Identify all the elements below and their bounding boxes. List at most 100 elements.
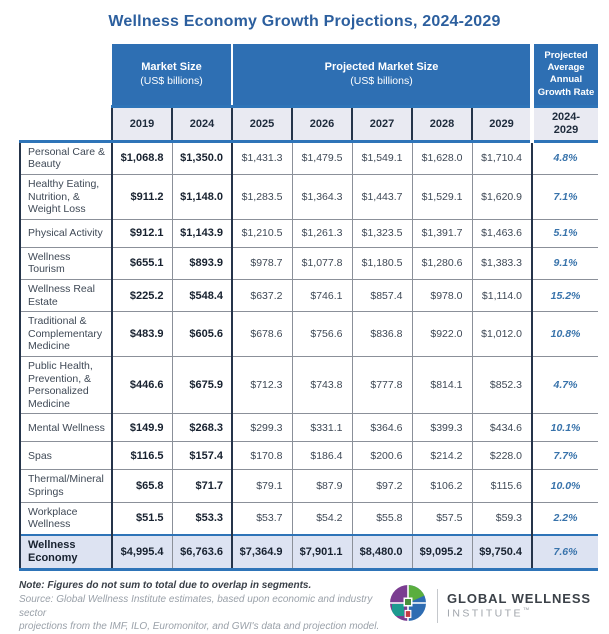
value-cell: $777.8 [352,356,413,415]
value-cell: $548.4 [172,279,233,313]
table-row: Healthy Eating, Nutrition, & Weight Loss… [19,174,599,220]
value-cell: $79.1 [232,469,293,503]
value-cell: $434.6 [472,413,533,443]
value-cell: $1,148.0 [172,174,233,220]
value-cell: $675.9 [172,356,233,415]
market-size-header: Market Size (US$ billions) [112,44,232,108]
value-cell: $364.6 [352,413,413,443]
value-cell: $483.9 [112,311,173,357]
value-cell: $116.5 [112,441,173,471]
logo-divider [437,588,439,623]
projected-market-size-title: Projected Market Size [324,61,439,74]
header-corner-cell [20,44,112,106]
value-cell: $57.5 [412,502,473,536]
value-cell: $87.9 [292,469,353,503]
value-cell: $743.8 [292,356,353,415]
value-cell: $299.3 [232,413,293,443]
value-cell: $8,480.0 [352,533,413,572]
growth-rate-cell: 9.1% [531,247,599,281]
sector-label: Wellness Tourism [19,247,113,281]
table-row: Spas $116.5 $157.4 $170.8 $186.4 $200.6 $214.2… [19,441,599,471]
value-cell: $170.8 [232,441,293,471]
value-cell: $1,529.1 [412,174,473,220]
value-cell: $97.2 [352,469,413,503]
value-cell: $149.9 [112,413,173,443]
value-cell: $1,391.7 [412,219,473,248]
value-cell: $852.3 [472,356,533,415]
sector-label: Public Health, Prevention, & Personalize… [19,356,113,415]
value-cell: $7,364.9 [232,533,293,572]
growth-rate-cell: 15.2% [531,279,599,313]
growth-rate-cell: 4.7% [531,356,599,415]
value-cell: $746.1 [292,279,353,313]
gwi-logo-icon [388,583,428,628]
year-col-header: 2019 [111,104,172,143]
footnotes: Note: Figures do not sum to total due to… [19,580,388,634]
value-cell: $331.1 [292,413,353,443]
value-cell: $9,095.2 [412,533,473,572]
table-row: Public Health, Prevention, & Personalize… [19,356,599,415]
value-cell: $1,261.3 [292,219,353,248]
growth-rate-cell: 10.8% [531,311,599,357]
value-cell: $1,143.9 [172,219,233,248]
market-size-units: (US$ billions) [140,74,203,87]
value-cell: $200.6 [352,441,413,471]
value-cell: $1,443.7 [352,174,413,220]
value-cell: $1,180.5 [352,247,413,281]
growth-rate-header: Projected Average Annual Growth Rate [530,44,599,108]
value-cell: $978.0 [412,279,473,313]
value-cell: $115.6 [472,469,533,503]
value-cell: $857.4 [352,279,413,313]
value-cell: $54.2 [292,502,353,536]
value-cell: $712.3 [232,356,293,415]
projections-table: Market Size (US$ billions) Projected Mar… [19,44,599,572]
note-text: Note: Figures do not sum to total due to… [19,580,312,592]
sector-label: Workplace Wellness [19,502,113,536]
value-cell: $1,364.3 [292,174,353,220]
table-row: Wellness Real Estate $225.2 $548.4 $637.2 $7… [19,279,599,313]
value-cell: $1,350.0 [172,141,233,176]
header-group-row: Market Size (US$ billions) Projected Mar… [20,44,599,108]
table-row: Personal Care & Beauty $1,068.8 $1,350.0 $1… [19,141,599,176]
year-col-header: 2024 [171,104,232,143]
value-cell: $6,763.6 [172,533,233,572]
growth-rate-cell: 2.2% [531,502,599,536]
value-cell: $1,431.3 [232,141,293,176]
total-row: Wellness Economy $4,995.4 $6,763.6 $7,364.9… [19,533,599,572]
projected-market-size-units: (US$ billions) [350,74,413,87]
table-row: Workplace Wellness $51.5 $53.3 $53.7 $54.2 $5… [19,502,599,536]
value-cell: $1,077.8 [292,247,353,281]
value-cell: $214.2 [412,441,473,471]
value-cell: $1,068.8 [112,141,173,176]
value-cell: $51.5 [112,502,173,536]
source-line1: Source: Global Wellness Institute estima… [19,594,373,619]
sector-label: Wellness Economy [19,533,113,572]
value-cell: $53.7 [232,502,293,536]
value-cell: $59.3 [472,502,533,536]
sector-label: Mental Wellness [19,413,113,443]
value-cell: $157.4 [172,441,233,471]
value-cell: $1,323.5 [352,219,413,248]
value-cell: $1,628.0 [412,141,473,176]
year-corner-cell [20,106,112,143]
footer: Note: Figures do not sum to total due to… [0,571,609,634]
value-cell: $836.8 [352,311,413,357]
value-cell: $106.2 [412,469,473,503]
table-row: Mental Wellness $149.9 $268.3 $299.3 $331.1 $… [19,413,599,443]
logo-subname: INSTITUTE™ [447,607,530,620]
sector-label: Wellness Real Estate [19,279,113,313]
sector-label: Physical Activity [19,219,113,248]
value-cell: $1,463.6 [472,219,533,248]
value-cell: $399.3 [412,413,473,443]
sector-label: Spas [19,441,113,471]
growth-rate-cell: 7.6% [531,533,599,572]
value-cell: $655.1 [112,247,173,281]
wellness-projections-infographic: Wellness Economy Growth Projections, 202… [19,13,599,632]
sector-label: Traditional & Complementary Medicine [19,311,113,357]
value-cell: $893.9 [172,247,233,281]
value-cell: $65.8 [112,469,173,503]
value-cell: $228.0 [472,441,533,471]
table-row: Thermal/Mineral Springs $65.8 $71.7 $79.1 $8… [19,469,599,503]
year-col-header: 2029 [470,104,533,143]
table-row: Physical Activity $912.1 $1,143.9 $1,210.5 $… [19,219,599,248]
